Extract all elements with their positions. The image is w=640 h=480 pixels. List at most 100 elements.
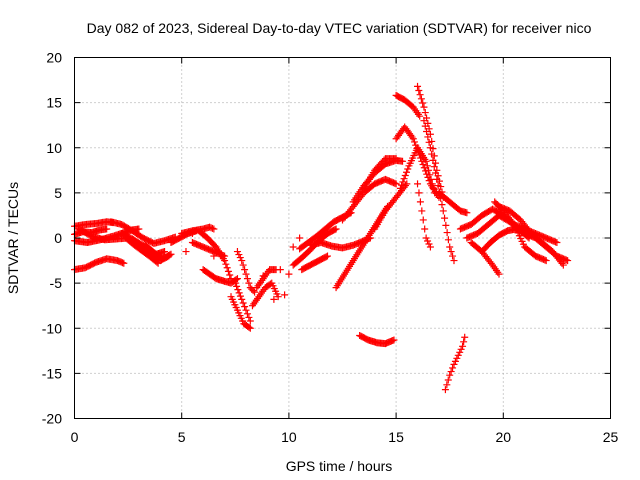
data-point [429,184,437,192]
data-point [243,310,251,318]
data-point [422,234,430,242]
data-point [461,333,469,341]
data-point [421,122,429,130]
data-point [463,209,471,217]
data-point [564,257,572,265]
data-point [396,184,404,192]
x-axis-title: GPS time / hours [286,458,393,474]
data-point [239,261,247,269]
data-point [434,182,442,190]
data-point [429,156,437,164]
data-marks [71,82,572,394]
data-point [426,243,434,251]
data-point [449,364,457,372]
data-point [399,157,407,165]
data-point [270,295,278,303]
data-point [418,207,426,215]
data-point [422,167,430,175]
x-tick-label: 5 [178,429,186,445]
data-point [251,288,259,296]
data-point [419,99,427,107]
data-point [457,345,465,353]
x-tick-label: 25 [603,429,619,445]
data-point [238,295,246,303]
data-point [221,252,229,260]
chart-title: Day 082 of 2023, Sidereal Day-to-day VTE… [87,20,592,36]
data-point [235,251,243,259]
y-tick-label: 15 [46,95,62,111]
data-point [423,170,431,178]
data-point [236,254,244,262]
data-point [425,240,433,248]
data-point [447,248,455,256]
data-point [399,178,407,186]
data-point [233,248,241,256]
data-point [161,248,169,256]
data-point [331,226,339,234]
data-point [432,169,440,177]
y-axis-tick-labels: -20 -15 -10 -5 0 5 10 15 20 [42,50,62,427]
data-point [425,138,433,146]
data-point [425,166,433,174]
data-point [428,180,436,188]
data-point [443,381,451,389]
x-axis-tick-labels: 0 5 10 15 20 25 [71,429,619,445]
data-point [450,360,458,368]
data-point [426,144,434,152]
data-point [559,261,567,269]
data-point [420,117,428,125]
data-point [459,342,467,350]
data-point [446,371,454,379]
data-point [392,155,400,163]
y-axis-title: SDTVAR / TECUs [5,182,21,294]
data-point [409,135,417,143]
data-point [403,180,411,188]
data-point [404,165,412,173]
data-point [403,168,411,176]
data-point [441,214,449,222]
x-tick-label: 15 [388,429,404,445]
data-point [451,357,459,365]
data-point [246,324,254,332]
data-point [417,95,425,103]
y-tick-label: 0 [54,230,62,246]
data-point [235,289,243,297]
data-point [239,299,247,307]
data-point [401,171,409,179]
data-point [167,250,175,258]
data-point [423,162,431,170]
data-point [166,251,174,259]
data-point [245,313,253,321]
data-point [210,252,218,260]
data-point [421,109,429,117]
data-point [422,157,430,165]
data-point [208,224,216,232]
data-point [441,386,449,394]
data-point [416,91,424,99]
data-point [232,276,240,284]
data-point [553,239,561,247]
data-point [447,368,455,376]
data-point [424,237,432,245]
data-point [243,275,251,283]
data-point [419,161,427,169]
data-point [423,128,431,136]
y-tick-label: -15 [42,365,62,381]
data-point [281,291,289,299]
data-point [231,279,239,287]
data-point [332,225,340,233]
data-point [322,253,330,261]
data-point [430,163,438,171]
data-point [182,248,190,256]
data-point [274,293,282,301]
data-point [400,175,408,183]
data-point [495,270,503,278]
data-point [392,180,400,188]
data-point [236,292,244,300]
data-point [421,225,429,233]
data-point [210,225,218,233]
data-point [241,266,249,274]
data-point [289,243,297,251]
data-point [241,303,249,311]
